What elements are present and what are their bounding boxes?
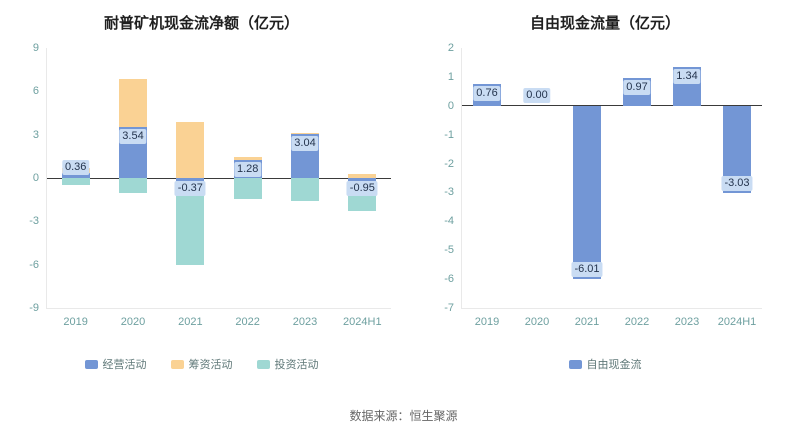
y-tick-label: -7 [444,302,454,314]
bar-筹资活动 [291,132,319,135]
legend-item-经营活动[interactable]: 经营活动 [84,356,147,372]
charts-row: 耐普矿机现金流净额（亿元） 9 6 3 0 -3 -6 -9 2019 2020 2021 2022… [0,0,807,400]
bar-经营活动 [176,178,205,184]
legend: 自由现金流 [403,356,807,372]
value-label: -0.95 [346,181,378,196]
y-tick-label: -9 [29,302,39,314]
bar-经营活动 [61,172,90,178]
x-category-label: 2021 [178,316,203,328]
value-label: 3.04 [291,136,319,152]
value-label: -0.37 [174,181,206,196]
plot-area: 2 1 0 -1 -2 -3 -4 -5 -6 -7 2019 2020 2021 2022 2023 202… [444,42,762,328]
y-tick-label: -1 [444,128,454,141]
x-category-label: 2024H1 [717,316,757,328]
y-tick-label: -3 [29,215,39,228]
bar-筹资活动 [176,122,205,178]
chart-title: 耐普矿机现金流净额（亿元） [103,15,299,32]
y-tick-label: 6 [32,85,39,98]
y-tick-label: 0 [447,99,454,112]
y-tick-label: 3 [32,128,39,141]
bar-投资活动 [291,178,319,202]
y-tick-label: -3 [444,186,454,199]
y-tick-label: -6 [444,273,454,286]
y-tick-label: -5 [444,244,454,257]
y-tick-label: 2 [447,42,454,54]
value-label: 1.28 [233,161,262,177]
x-category-label: 2023 [674,316,700,328]
legend-item-投资活动[interactable]: 投资活动 [256,356,319,372]
zero-axis-line [47,177,391,179]
y-tick-label: 0 [32,172,39,184]
y-tick-label: -2 [444,157,454,170]
chart-title: 自由现金流量（亿元） [529,15,680,32]
value-label: 3.54 [119,128,147,144]
x-category-label: 2024H1 [343,316,382,328]
y-tick-label: 9 [32,42,39,54]
x-category-label: 2022 [235,316,260,328]
chart-cashflow-net: 耐普矿机现金流净额（亿元） 9 6 3 0 -3 -6 -9 2019 2020 2021 2022… [0,0,403,400]
bar-投资活动 [61,178,90,185]
legend-swatch [84,359,98,369]
data-source: 数据来源：恒生聚源 [349,409,458,423]
bar-投资活动 [176,183,205,265]
value-label: -6.01 [571,262,603,278]
x-category-label: 2023 [292,316,318,328]
legend-swatch [170,359,184,369]
bar-筹资活动 [233,156,262,160]
bar-自由现金流 [573,105,601,280]
legend-swatch [568,359,582,369]
bar-投资活动 [233,178,262,199]
x-category-label: 2021 [574,316,600,328]
x-category-label: 2020 [120,316,146,328]
bar-投资活动 [348,191,377,212]
legend-label: 筹资活动 [188,359,233,371]
x-category-label: 2019 [63,316,88,328]
value-label: 0.36 [61,160,90,175]
x-category-label: 2019 [474,316,500,328]
bar-筹资活动 [348,173,377,178]
y-tick-label: -4 [444,215,454,228]
legend-label: 经营活动 [102,359,147,371]
value-label: -3.03 [721,176,753,192]
zero-axis-line [462,105,762,107]
legend: 经营活动 筹资活动 投资活动 [0,356,403,372]
legend-item-筹资活动[interactable]: 筹资活动 [170,356,233,372]
value-label: 0.97 [623,79,651,95]
chart-free-cashflow: 自由现金流量（亿元） 2 1 0 -1 -2 -3 -4 -5 -6 -7 2019 2020 2021… [403,0,807,400]
bar-投资活动 [119,178,147,194]
legend-label: 投资活动 [274,359,319,371]
legend-item-自由现金流[interactable]: 自由现金流 [568,356,642,372]
bar-筹资活动 [119,79,147,127]
value-label: 1.34 [673,69,701,85]
y-tick-label: -6 [29,258,39,271]
legend-label: 自由现金流 [586,359,642,371]
value-label: 0.00 [523,87,551,103]
legend-swatch [256,359,270,369]
plot-area: 9 6 3 0 -3 -6 -9 2019 2020 2021 2022 2023 2024H1 0.36… [29,42,391,328]
x-category-label: 2020 [524,316,550,328]
y-tick-label: 1 [447,70,454,83]
x-category-label: 2022 [624,316,650,328]
value-label: 0.76 [473,85,501,101]
